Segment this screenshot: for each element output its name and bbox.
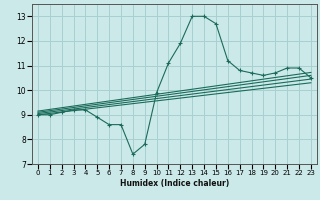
X-axis label: Humidex (Indice chaleur): Humidex (Indice chaleur) [120,179,229,188]
